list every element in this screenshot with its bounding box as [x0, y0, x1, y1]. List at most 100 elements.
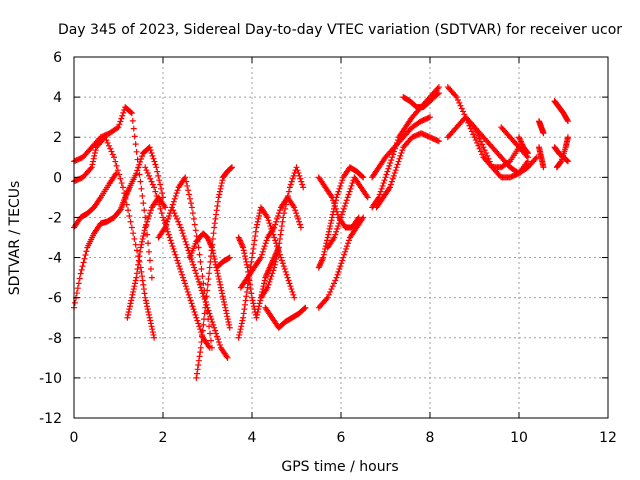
data-point — [199, 290, 206, 297]
data-point — [203, 301, 210, 308]
data-point — [524, 150, 531, 157]
data-point — [289, 175, 296, 182]
data-point — [169, 201, 176, 208]
data-series — [193, 164, 235, 381]
data-point — [344, 194, 351, 201]
data-point — [296, 221, 303, 228]
data-point — [181, 235, 188, 242]
data-point — [333, 274, 340, 281]
data-point — [399, 147, 406, 154]
data-point — [458, 105, 465, 112]
data-point — [208, 344, 215, 351]
data-series — [237, 194, 304, 291]
data-point — [435, 138, 442, 145]
y-tick-labels: -12 -10 -8 -6 -4 -2 0 2 4 6 — [39, 50, 62, 427]
data-point — [91, 152, 98, 159]
data-point — [194, 276, 201, 283]
data-point — [475, 132, 482, 139]
data-point — [117, 175, 124, 182]
data-point — [267, 223, 274, 230]
data-point — [327, 220, 334, 227]
data-point — [144, 170, 151, 177]
data-point — [165, 215, 172, 222]
data-point — [226, 324, 233, 331]
data-point — [209, 241, 216, 248]
data-point — [170, 198, 177, 205]
data-point — [214, 333, 221, 340]
data-series — [71, 134, 158, 341]
data-point — [118, 180, 125, 187]
data-point — [146, 311, 153, 318]
data-point — [156, 177, 163, 184]
data-point — [336, 185, 343, 192]
data-point — [111, 154, 118, 161]
data-point — [342, 200, 349, 207]
data-point — [214, 198, 221, 205]
data-point — [137, 178, 144, 185]
data-point — [390, 172, 397, 179]
data-point — [119, 184, 126, 191]
y-tick-label: 0 — [53, 170, 62, 186]
data-point — [557, 159, 564, 166]
data-point — [249, 294, 255, 301]
data-point — [216, 278, 223, 285]
data-point — [216, 191, 223, 198]
data-series — [315, 174, 362, 231]
data-point — [338, 260, 345, 267]
data-point — [238, 320, 245, 327]
data-point — [180, 277, 187, 284]
data-point — [386, 184, 393, 191]
data-point — [235, 334, 242, 341]
data-point — [288, 178, 295, 185]
data-point — [197, 258, 204, 265]
data-point — [207, 330, 214, 337]
data-point — [210, 321, 217, 328]
data-point — [218, 182, 225, 189]
data-point — [470, 131, 477, 138]
data-point — [137, 248, 144, 255]
data-series — [536, 144, 547, 171]
data-point — [474, 139, 481, 146]
data-point — [261, 277, 268, 284]
data-point — [259, 248, 266, 255]
data-series — [553, 134, 571, 171]
data-point — [240, 310, 247, 317]
y-tick-label: -6 — [48, 291, 62, 307]
data-point — [194, 273, 201, 280]
data-point — [249, 297, 256, 304]
data-point — [132, 280, 139, 287]
data-point — [215, 273, 222, 280]
data-point — [218, 180, 225, 187]
data-point — [162, 224, 169, 231]
data-point — [267, 276, 274, 283]
data-point — [154, 197, 161, 204]
data-point — [271, 224, 278, 231]
data-point — [274, 215, 281, 222]
data-point — [219, 177, 226, 184]
data-point — [475, 142, 482, 149]
data-point — [151, 334, 158, 341]
data-point — [276, 235, 283, 242]
data-point — [278, 227, 285, 234]
data-point — [113, 170, 120, 177]
data-point — [250, 303, 257, 310]
data-point — [179, 230, 186, 237]
data-point — [255, 306, 262, 313]
data-point — [283, 201, 290, 208]
data-point — [298, 178, 305, 185]
data-point — [197, 349, 204, 356]
data-point — [201, 316, 208, 323]
data-point — [150, 331, 157, 338]
data-point — [266, 278, 273, 285]
data-series — [536, 118, 547, 137]
data-point — [347, 185, 354, 192]
data-point — [128, 224, 135, 231]
data-point — [147, 317, 154, 324]
data-point — [173, 215, 180, 222]
data-point — [207, 258, 214, 265]
data-point — [393, 164, 400, 171]
data-series — [124, 194, 169, 321]
data-point — [160, 214, 166, 221]
data-point — [479, 151, 486, 158]
